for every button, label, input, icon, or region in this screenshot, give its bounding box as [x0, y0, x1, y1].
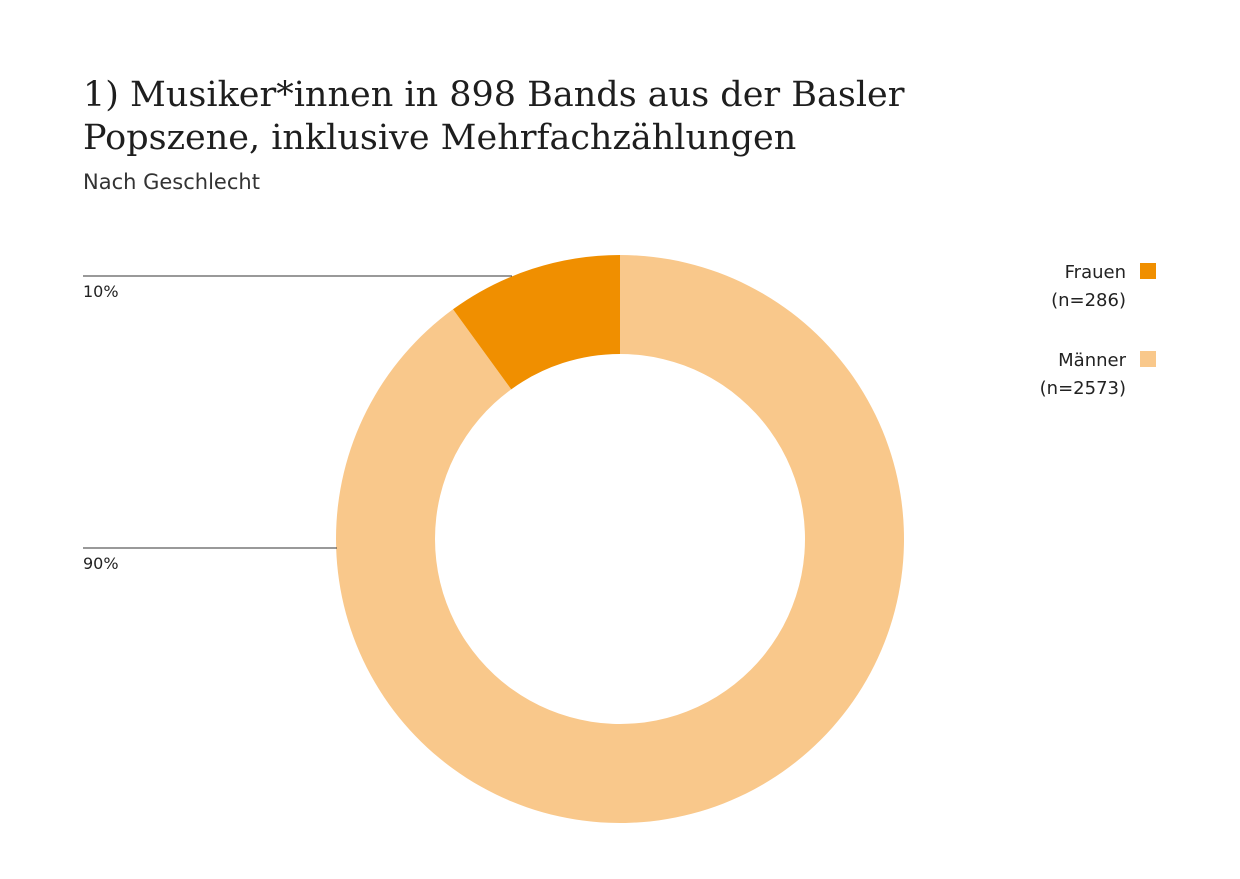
donut-slice-frauen [453, 255, 620, 390]
title-line-2: Popszene, inklusive Mehrfachzählungen [83, 118, 797, 158]
legend-count: (n=2573) [1039, 378, 1126, 399]
donut-slice-maenner [335, 254, 904, 823]
legend-swatch [1140, 351, 1156, 367]
legend-count: (n=286) [1051, 290, 1126, 311]
title-line-1: 1) Musiker*innen in 898 Bands aus der Ba… [83, 75, 905, 115]
percent-label-frauen: 10% [83, 282, 119, 301]
chart-subtitle: Nach Geschlecht [83, 170, 260, 194]
legend-item-frauen: Frauen (n=286) [1051, 259, 1156, 315]
chart-title: 1) Musiker*innen in 898 Bands aus der Ba… [83, 74, 1083, 160]
legend-swatch [1140, 263, 1156, 279]
legend-item-maenner: Männer (n=2573) [1040, 347, 1156, 403]
percent-label-maenner: 90% [83, 554, 119, 573]
legend-label: Frauen [1064, 262, 1126, 283]
legend-label: Männer [1058, 350, 1126, 371]
